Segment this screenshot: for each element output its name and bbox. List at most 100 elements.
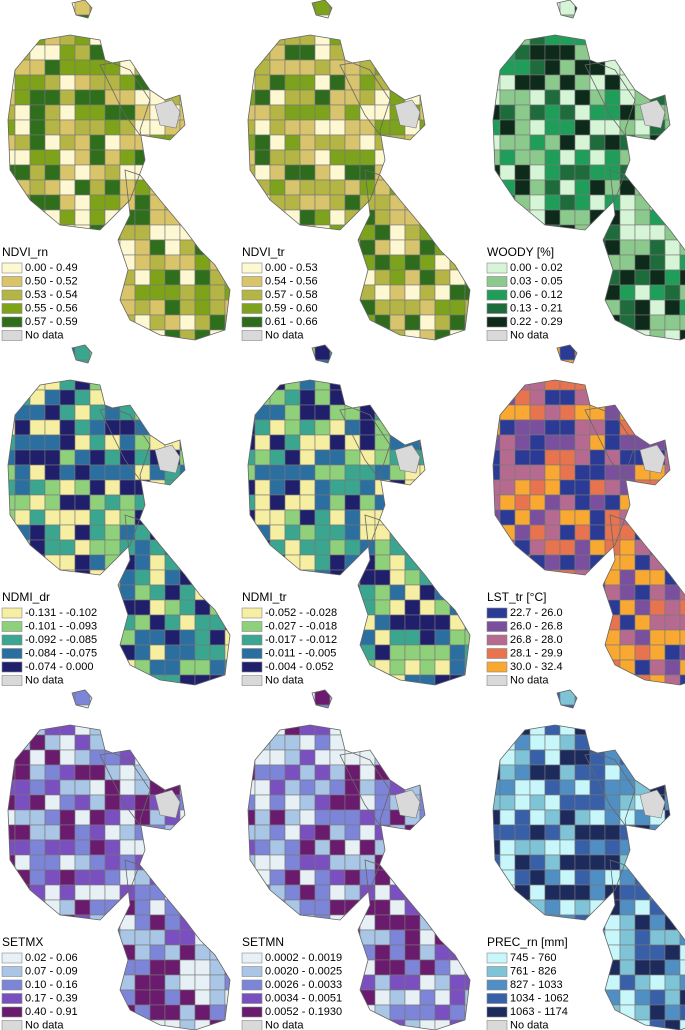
district (374, 749, 391, 766)
district (194, 164, 211, 181)
district (404, 374, 421, 391)
district (119, 644, 136, 661)
district (224, 164, 230, 181)
district (604, 494, 621, 511)
region-outline (492, 34, 636, 231)
district (514, 164, 531, 181)
region-outline (602, 514, 685, 686)
district (59, 539, 76, 556)
district (329, 884, 346, 901)
district (419, 59, 436, 76)
district (119, 779, 136, 796)
district (164, 584, 181, 601)
district (248, 869, 256, 886)
district (419, 479, 436, 496)
district (559, 179, 576, 196)
legend-swatch (241, 648, 263, 659)
district (544, 449, 561, 466)
district (179, 824, 196, 841)
district (493, 374, 501, 391)
district (134, 989, 151, 1006)
district (589, 719, 606, 736)
district (284, 524, 301, 541)
district (269, 524, 286, 541)
district (209, 734, 226, 751)
district (149, 389, 166, 406)
district (404, 869, 421, 886)
district (664, 404, 681, 421)
district (404, 314, 421, 331)
legend-swatch (486, 262, 508, 274)
district (419, 839, 436, 856)
district (604, 554, 621, 571)
district (44, 779, 61, 796)
district (149, 569, 166, 586)
district (329, 14, 346, 31)
district (634, 404, 651, 421)
district (374, 779, 391, 796)
district (179, 359, 196, 376)
district (209, 449, 226, 466)
district (664, 239, 681, 256)
district (419, 779, 436, 796)
district (164, 419, 181, 436)
district (499, 14, 516, 31)
district (419, 179, 436, 196)
district (14, 779, 31, 796)
district (74, 464, 91, 481)
district (194, 345, 211, 361)
district (634, 690, 651, 706)
district (344, 314, 361, 331)
district (209, 539, 226, 556)
district (464, 134, 470, 151)
district (574, 329, 591, 340)
district (104, 194, 121, 211)
district (248, 509, 256, 526)
district (29, 794, 46, 811)
district (434, 659, 451, 676)
district (89, 854, 106, 871)
district (209, 764, 226, 781)
district (314, 434, 331, 451)
district (374, 569, 391, 586)
district (589, 584, 606, 601)
district (404, 554, 421, 571)
district (514, 345, 531, 361)
district (544, 584, 561, 601)
district (634, 629, 651, 646)
district (664, 734, 681, 751)
district (389, 929, 406, 946)
district (248, 794, 256, 811)
district (619, 179, 636, 196)
district (314, 74, 331, 91)
district (269, 494, 286, 511)
district (604, 29, 621, 46)
district (74, 554, 91, 571)
district (589, 974, 606, 991)
district (269, 164, 286, 181)
district (269, 14, 286, 31)
district (209, 74, 226, 91)
district (119, 419, 136, 436)
district (499, 179, 516, 196)
district (254, 914, 271, 931)
district (248, 104, 256, 121)
district (664, 359, 681, 376)
district (434, 314, 451, 331)
district (119, 134, 136, 151)
district (248, 899, 256, 916)
district (134, 194, 151, 211)
district (493, 389, 501, 406)
district (209, 404, 226, 421)
district (119, 899, 136, 916)
district (329, 104, 346, 121)
district (29, 44, 46, 61)
district (134, 944, 151, 961)
district (634, 989, 651, 1006)
district (224, 809, 230, 826)
district (493, 104, 501, 121)
district (329, 419, 346, 436)
district (254, 734, 271, 751)
district (89, 869, 106, 886)
district (314, 0, 331, 16)
